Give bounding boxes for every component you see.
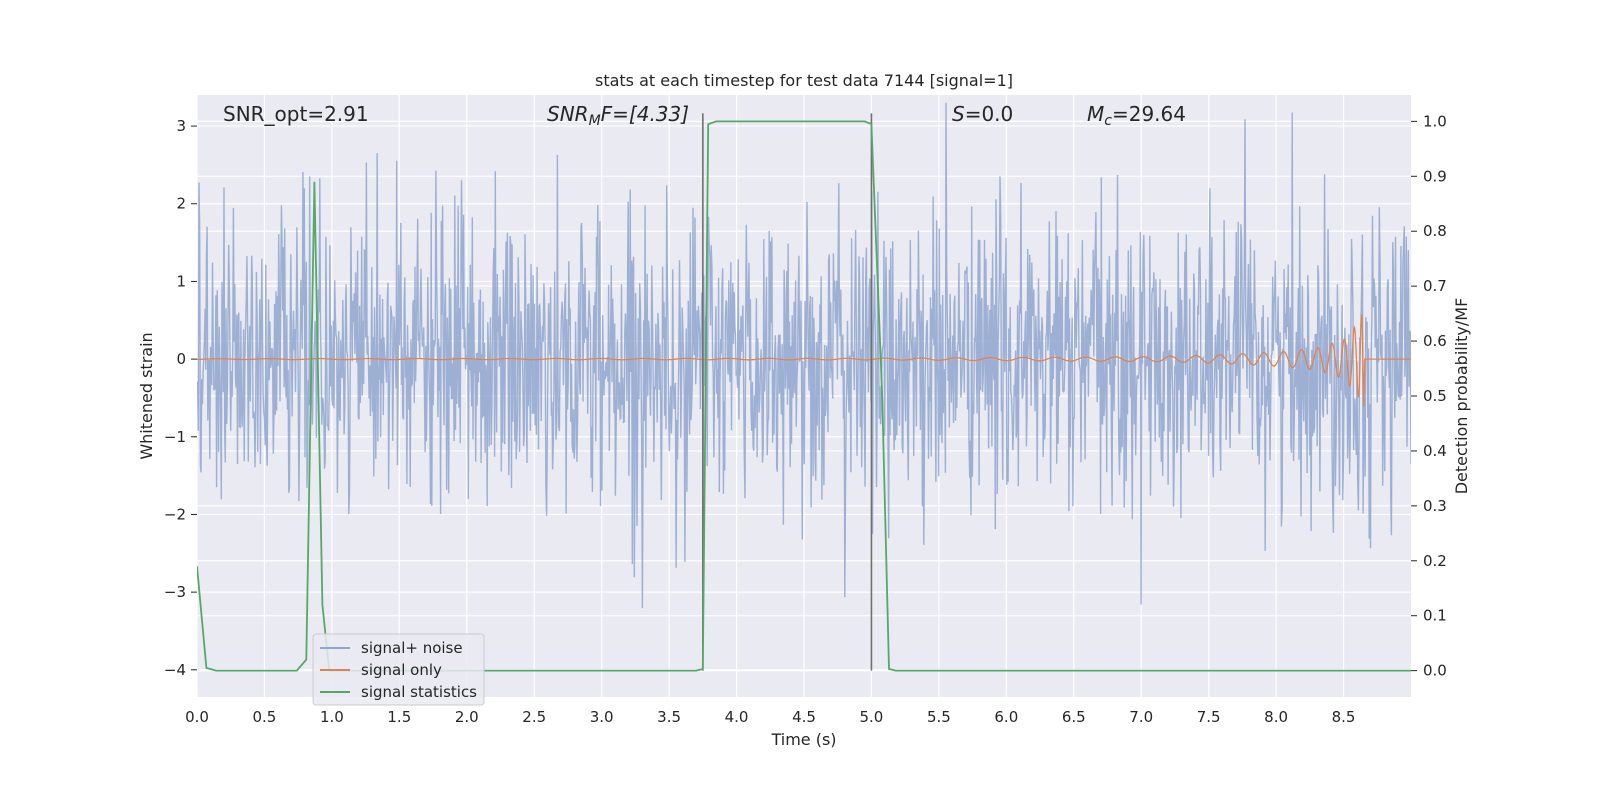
signal-line — [197, 314, 1411, 407]
y-right-tick-label: 0.1 — [1423, 607, 1447, 625]
legend-label-signal: signal only — [361, 661, 442, 679]
x-tick-label: 4.0 — [725, 708, 749, 726]
stats-line — [197, 120, 1411, 672]
mc-sub: c — [1104, 113, 1112, 129]
y-right-tick-label: 0.5 — [1423, 387, 1447, 405]
legend-label-noise: signal+ noise — [361, 639, 463, 657]
annotation-snr-opt: SNR_opt=2.91 — [223, 102, 369, 126]
y-right-tick-label: 0.0 — [1423, 662, 1447, 680]
y-right-tick-label: 0.2 — [1423, 552, 1447, 570]
y-right-tick-label: 0.4 — [1423, 442, 1447, 460]
chart-title: stats at each timestep for test data 714… — [595, 71, 1013, 90]
x-axis-label: Time (s) — [770, 730, 836, 749]
s-main: S — [952, 102, 965, 126]
x-tick-label: 4.5 — [792, 708, 816, 726]
snr-mf-main: SNR — [547, 102, 589, 126]
y-right-tick-label: 1.0 — [1423, 112, 1447, 130]
y-left-tick-label: 1 — [176, 272, 186, 290]
x-tick-label: 7.0 — [1129, 708, 1153, 726]
mc-main: M — [1087, 102, 1104, 126]
legend-label-stats: signal statistics — [361, 683, 477, 701]
snr-mf-rest: F=[4.33] — [601, 102, 689, 126]
y-right-tick-label: 0.3 — [1423, 497, 1447, 515]
x-tick-label: 3.0 — [590, 708, 614, 726]
x-tick-label: 0.5 — [253, 708, 277, 726]
y-left-tick-label: −1 — [164, 428, 186, 446]
snr-mf-sub: M — [589, 113, 601, 129]
annotation-s: S=0.0 — [952, 102, 1013, 126]
x-tick-label: 3.5 — [657, 708, 681, 726]
legend-box — [312, 633, 485, 706]
y-left-tick-label: 3 — [176, 117, 186, 135]
x-tick-label: 2.0 — [455, 708, 479, 726]
y-left-tick-label: −2 — [164, 505, 186, 523]
y-right-tick-label: 0.9 — [1423, 167, 1447, 185]
y-right-tick-label: 0.8 — [1423, 222, 1447, 240]
y-left-tick-label: 0 — [176, 350, 186, 368]
y-right-axis-label: Detection probability/MF — [1452, 298, 1471, 495]
s-rest: =0.0 — [965, 102, 1014, 126]
x-tick-label: 8.5 — [1332, 708, 1356, 726]
x-tick-label: 1.0 — [320, 708, 344, 726]
y-right-tick-label: 0.6 — [1423, 332, 1447, 350]
x-tick-label: 6.0 — [994, 708, 1018, 726]
x-tick-label: 2.5 — [522, 708, 546, 726]
x-axis-ticks: 0.0 0.5 1.0 1.5 2.0 2.5 3.0 3.5 4.0 4.5 5.0 5.5 6.0 6… — [185, 708, 1355, 726]
y-left-tick-label: −3 — [164, 583, 186, 601]
x-tick-label: 5.0 — [860, 708, 884, 726]
stats-series — [197, 120, 1411, 672]
x-tick-label: 8.0 — [1264, 708, 1288, 726]
x-tick-label: 5.5 — [927, 708, 951, 726]
y-right-tick-label: 0.7 — [1423, 277, 1447, 295]
signal-series — [197, 314, 1411, 407]
annotation-snr-mf: SNRMF=[4.33] — [547, 102, 689, 129]
noise-series — [197, 102, 1411, 609]
legend: signal+ noise signal only signal statist… — [312, 633, 485, 706]
y-right-axis-ticks: 0.0 0.1 0.2 0.3 0.4 0.5 0.6 0.7 0.8 0.9 1.0 — [1411, 112, 1447, 680]
noise-line — [197, 102, 1411, 609]
x-tick-label: 6.5 — [1062, 708, 1086, 726]
y-left-axis-label: Whitened strain — [137, 332, 156, 459]
x-tick-label: 1.5 — [387, 708, 411, 726]
y-left-tick-label: −4 — [164, 661, 186, 679]
x-tick-label: 0.0 — [185, 708, 209, 726]
annotation-mc: Mc=29.64 — [1087, 102, 1186, 129]
x-tick-label: 7.5 — [1197, 708, 1221, 726]
y-left-axis-ticks: −4 −3 −2 −1 0 1 2 3 — [164, 117, 197, 679]
y-left-tick-label: 2 — [176, 195, 186, 213]
mc-rest: =29.64 — [1112, 102, 1186, 126]
